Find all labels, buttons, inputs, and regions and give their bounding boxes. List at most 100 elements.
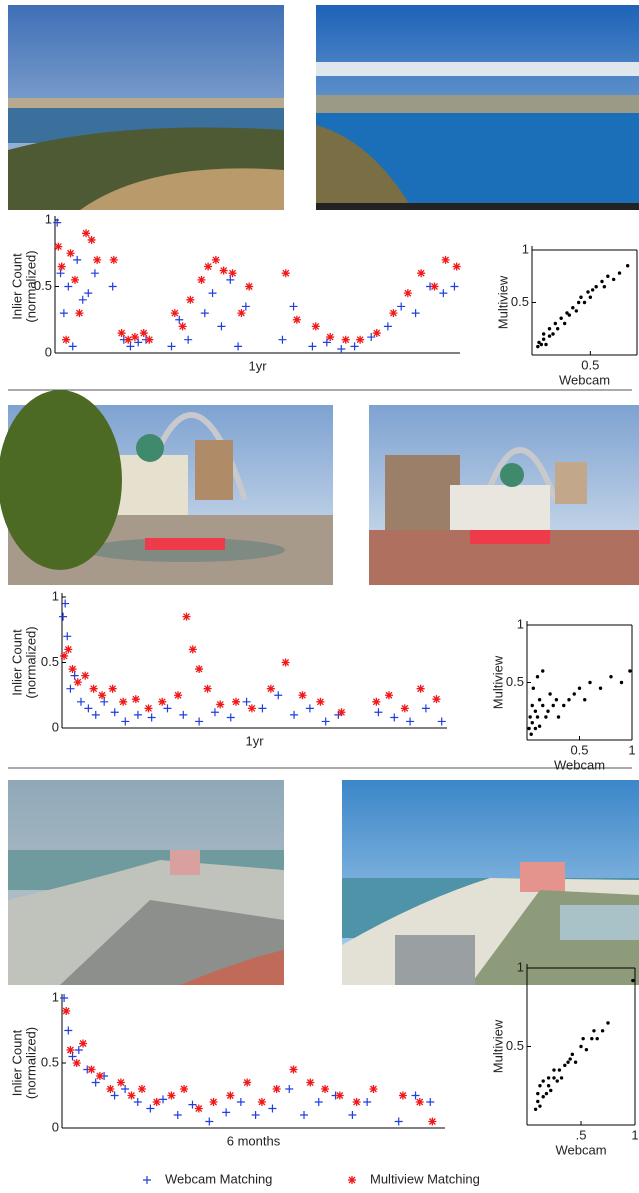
marker-plus [209, 289, 217, 297]
marker-star [373, 329, 381, 337]
photo [8, 5, 284, 210]
x-axis-label: Webcam [555, 1142, 606, 1157]
marker-star [174, 691, 182, 699]
y-tick-label: 1 [517, 959, 524, 974]
marker-star [417, 685, 425, 693]
marker-star [389, 309, 397, 317]
marker-star [369, 1085, 377, 1093]
y-axis-label: Multiview [490, 1019, 505, 1073]
y-axis-label: Inlier Count [9, 253, 24, 320]
marker-star [66, 1046, 74, 1054]
marker-plus [242, 302, 250, 310]
marker-star [195, 1105, 203, 1113]
photo [369, 405, 639, 585]
marker-plus [168, 342, 176, 350]
marker-plus [66, 685, 74, 693]
y-axis-label: (normalized) [23, 626, 38, 698]
marker-star [267, 685, 275, 693]
marker-plus [397, 302, 405, 310]
marker-dot [603, 285, 606, 288]
marker-dot [579, 1045, 582, 1048]
marker-dot [631, 979, 634, 982]
marker-plus [148, 714, 156, 722]
y-tick-label: 0 [52, 719, 59, 734]
marker-plus [290, 711, 298, 719]
marker-dot [592, 1029, 595, 1032]
y-tick-label: 1 [45, 211, 52, 226]
marker-plus [111, 708, 119, 716]
marker-star [62, 336, 70, 344]
marker-star [87, 1066, 95, 1074]
marker-star [372, 698, 380, 706]
marker-star [171, 309, 179, 317]
marker-star [326, 333, 334, 341]
marker-plus [438, 717, 446, 725]
marker-star [179, 322, 187, 330]
marker-star [416, 1098, 424, 1106]
marker-dot [527, 727, 530, 730]
marker-dot [547, 1076, 550, 1079]
marker-star [158, 698, 166, 706]
marker-dot [569, 1057, 572, 1060]
marker-dot [541, 669, 544, 672]
marker-plus [121, 717, 129, 725]
marker-plus [322, 717, 330, 725]
marker-dot [538, 1084, 541, 1087]
marker-plus [222, 1108, 230, 1116]
marker-star [282, 659, 290, 667]
series [53, 219, 458, 353]
x-tick-label: 0.5 [570, 742, 588, 757]
marker-dot [594, 285, 597, 288]
marker-star [153, 1098, 161, 1106]
marker-star [82, 229, 90, 237]
marker-star [60, 652, 68, 660]
marker-dot [628, 669, 631, 672]
marker-dot [583, 301, 586, 304]
marker-dot [579, 296, 582, 299]
marker-plus [174, 1111, 182, 1119]
y-tick-label: 0.5 [506, 1038, 524, 1053]
marker-plus [237, 1098, 245, 1106]
figure: 0 0.5 1 1yr Inlier Count (normalized) Webcam M… [0, 0, 639, 1193]
x-axis-label: 1yr [248, 358, 267, 373]
x-axis-label: 6 months [227, 1133, 281, 1148]
marker-dot [574, 1061, 577, 1064]
marker-dot [552, 1076, 555, 1079]
marker-dot [549, 1089, 552, 1092]
marker-star [131, 333, 139, 341]
marker-dot [534, 727, 537, 730]
y-axis-label: (normalized) [23, 1027, 38, 1099]
marker-plus [412, 309, 420, 317]
marker-dot [596, 1037, 599, 1040]
marker-star [74, 678, 82, 686]
marker-star [64, 645, 72, 653]
marker-star [216, 700, 224, 708]
marker-dot [590, 1037, 593, 1040]
marker-star [106, 1085, 114, 1093]
marker-star [293, 316, 301, 324]
photo [0, 390, 333, 585]
photo [316, 5, 639, 210]
marker-plus [134, 1098, 142, 1106]
y-tick-label: 0.5 [506, 674, 524, 689]
marker-plus [243, 698, 251, 706]
marker-plus [75, 1046, 83, 1054]
x-tick-label: 1 [631, 1127, 638, 1142]
marker-plus [268, 1105, 276, 1113]
marker-plus [395, 1118, 403, 1126]
marker-star [428, 1118, 436, 1126]
marker-star [399, 1092, 407, 1100]
marker-star [417, 269, 425, 277]
marker-dot [555, 698, 558, 701]
marker-dot [571, 306, 574, 309]
marker-dot [546, 710, 549, 713]
marker-plus [308, 342, 316, 350]
series [536, 264, 629, 348]
marker-star [140, 329, 148, 337]
marker-star [430, 283, 438, 291]
marker-dot [612, 278, 615, 281]
marker-dot [581, 1037, 584, 1040]
marker-plus [84, 704, 92, 712]
marker-plus [217, 322, 225, 330]
marker-plus [79, 296, 87, 304]
